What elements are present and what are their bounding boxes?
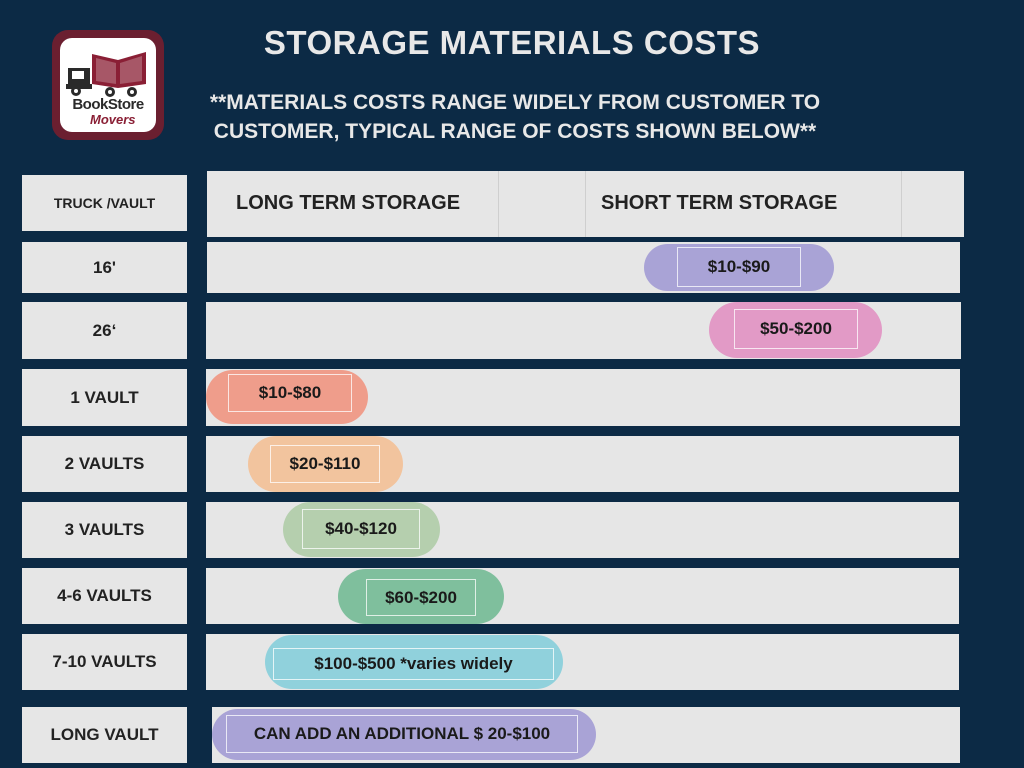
- row-label: 1 VAULT: [22, 369, 187, 426]
- header-divider: [498, 171, 499, 237]
- cost-range-pill: [338, 569, 504, 624]
- cost-range-label: $100-$500 *varies widely: [273, 648, 554, 680]
- row-label: 16': [22, 242, 187, 293]
- cost-range-pill: [206, 370, 368, 424]
- logo: BookStore Movers: [52, 30, 164, 140]
- cost-range-text: $40-$120: [302, 509, 420, 549]
- header-divider: [585, 171, 586, 237]
- row-track: [206, 568, 959, 624]
- cost-range-text: $50-$200: [734, 309, 858, 349]
- row-label: 4-6 VAULTS: [22, 568, 187, 624]
- cost-range-label: $10-$80: [228, 374, 352, 412]
- header-storage-columns: LONG TERM STORAGE SHORT TERM STORAGE: [207, 171, 964, 237]
- page-subtitle: **MATERIALS COSTS RANGE WIDELY FROM CUST…: [209, 91, 821, 143]
- row-label: 7-10 VAULTS: [22, 634, 187, 690]
- cost-range-label: $20-$110: [270, 445, 380, 483]
- header-short-term: SHORT TERM STORAGE: [601, 192, 838, 214]
- cost-range-label: $10-$90: [677, 247, 801, 287]
- row-label: 2 VAULTS: [22, 436, 187, 492]
- cost-range-text: $10-$90: [677, 247, 801, 287]
- header-divider: [901, 171, 902, 237]
- header-long-term: LONG TERM STORAGE: [236, 192, 461, 214]
- cost-range-label: $50-$200: [734, 309, 858, 349]
- logo-wordmark: BookStore: [72, 96, 144, 113]
- row-label: 26‘: [22, 302, 187, 359]
- row-label: 3 VAULTS: [22, 502, 187, 558]
- cost-range-text: $100-$500 *varies widely: [273, 648, 554, 680]
- cost-range-pill: [644, 244, 834, 291]
- cost-range-text: $20-$110: [270, 445, 380, 483]
- cost-range-text: $60-$200: [366, 579, 476, 616]
- cost-range-text: CAN ADD AN ADDITIONAL $ 20-$100: [226, 715, 578, 753]
- page-title: STORAGE MATERIALS COSTS: [263, 24, 761, 61]
- cost-range-pill: [283, 502, 440, 557]
- cost-range-pill: [212, 709, 596, 760]
- cost-range-label: $40-$120: [302, 509, 420, 549]
- header-truck-vault: TRUCK /VAULT: [22, 175, 187, 231]
- cost-range-pill: [265, 635, 563, 689]
- cost-range-text: $10-$80: [228, 374, 352, 412]
- row-label: LONG VAULT: [22, 707, 187, 763]
- logo-tagline: Movers: [90, 112, 136, 127]
- cost-range-label: CAN ADD AN ADDITIONAL $ 20-$100: [226, 715, 578, 753]
- cost-range-label: $60-$200: [366, 579, 476, 616]
- truck-book-icon: [66, 52, 146, 97]
- row-track: [207, 242, 960, 293]
